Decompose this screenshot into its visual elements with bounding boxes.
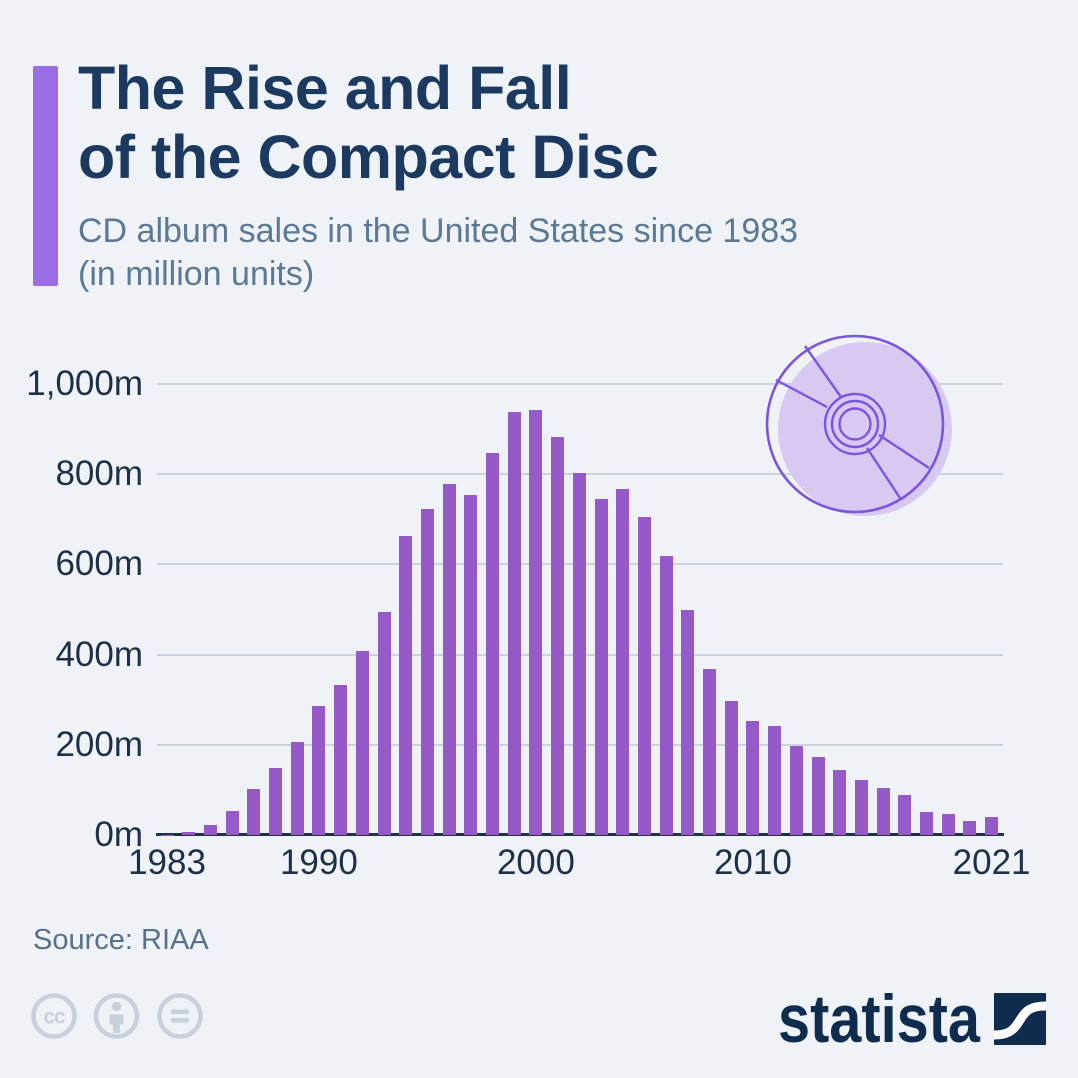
bar-2018 — [920, 811, 933, 835]
bar-2010 — [746, 720, 760, 835]
bar-1997 — [464, 495, 478, 835]
bar-2000 — [529, 409, 543, 835]
statista-logo-text: statista — [778, 991, 981, 1047]
bar-1999 — [507, 411, 521, 835]
bar-1994 — [399, 536, 413, 835]
svg-text:cc: cc — [43, 1006, 66, 1029]
bar-2020 — [963, 820, 977, 835]
cc-icon: cc — [31, 993, 77, 1039]
bar-2013 — [811, 757, 825, 835]
x-axis-label-1990: 1990 — [279, 843, 358, 882]
bar-2016 — [876, 787, 890, 835]
x-axis-label-2021: 2021 — [952, 843, 1031, 882]
y-axis-label-800: 800m — [55, 454, 143, 494]
bar-1992 — [355, 651, 369, 835]
gridline-1000 — [157, 383, 1003, 385]
bar-2012 — [789, 745, 803, 835]
bar-2011 — [768, 726, 782, 835]
cc-nd-equals-icon — [157, 993, 203, 1039]
bar-1996 — [442, 483, 456, 835]
bar-2019 — [941, 813, 955, 835]
bar-2014 — [833, 770, 847, 835]
page-subtitle-line2: (in million units) — [78, 255, 315, 293]
bar-1993 — [377, 611, 391, 835]
bar-2007 — [681, 609, 695, 835]
page-title-line2: of the Compact Disc — [78, 123, 659, 191]
y-axis-label-600: 600m — [55, 544, 143, 584]
y-axis-label-1000: 1,000m — [26, 364, 143, 403]
bar-1989 — [290, 741, 304, 835]
cd-disc-icon — [762, 330, 954, 527]
bar-2017 — [898, 795, 912, 835]
bar-1990 — [312, 705, 326, 835]
bar-2004 — [616, 489, 630, 835]
page-subtitle-line1: CD album sales in the United States sinc… — [78, 212, 799, 250]
statista-logo: statista — [778, 981, 1047, 1057]
bar-1988 — [269, 767, 282, 835]
statista-logo-mark — [993, 993, 1047, 1045]
y-axis-label-400: 400m — [55, 634, 143, 674]
plot-area — [157, 384, 1003, 835]
title-accent-bar — [33, 66, 58, 286]
y-axis-label-200: 200m — [55, 724, 143, 764]
bar-2009 — [724, 701, 738, 835]
page-title: The Rise and Fall of the Compact Disc — [78, 54, 659, 192]
bar-2008 — [703, 668, 716, 835]
x-axis-label-2000: 2000 — [496, 843, 575, 882]
bar-2015 — [854, 779, 868, 835]
bar-1987 — [247, 788, 261, 835]
bar-2005 — [637, 516, 651, 835]
bar-1995 — [420, 508, 434, 835]
bar-2003 — [594, 498, 608, 835]
cc-by-person-icon — [93, 993, 140, 1039]
bar-1984 — [182, 832, 196, 835]
bar-2021 — [985, 816, 999, 835]
y-axis-label-0: 0m — [94, 815, 143, 854]
bar-2002 — [572, 472, 586, 835]
bar-2001 — [551, 437, 565, 835]
source-label: Source: RIAA — [33, 924, 209, 956]
page-subtitle: CD album sales in the United States sinc… — [78, 210, 798, 296]
bar-1986 — [225, 811, 239, 835]
x-axis-label-1983: 1983 — [128, 843, 206, 882]
bar-1998 — [486, 453, 499, 835]
cc-license-icons: cc — [31, 992, 207, 1045]
bar-1991 — [334, 684, 348, 835]
bar-1985 — [203, 824, 217, 835]
page-title-line1: The Rise and Fall — [78, 54, 572, 122]
bar-2006 — [659, 555, 673, 835]
x-axis-label-2010: 2010 — [713, 843, 792, 882]
